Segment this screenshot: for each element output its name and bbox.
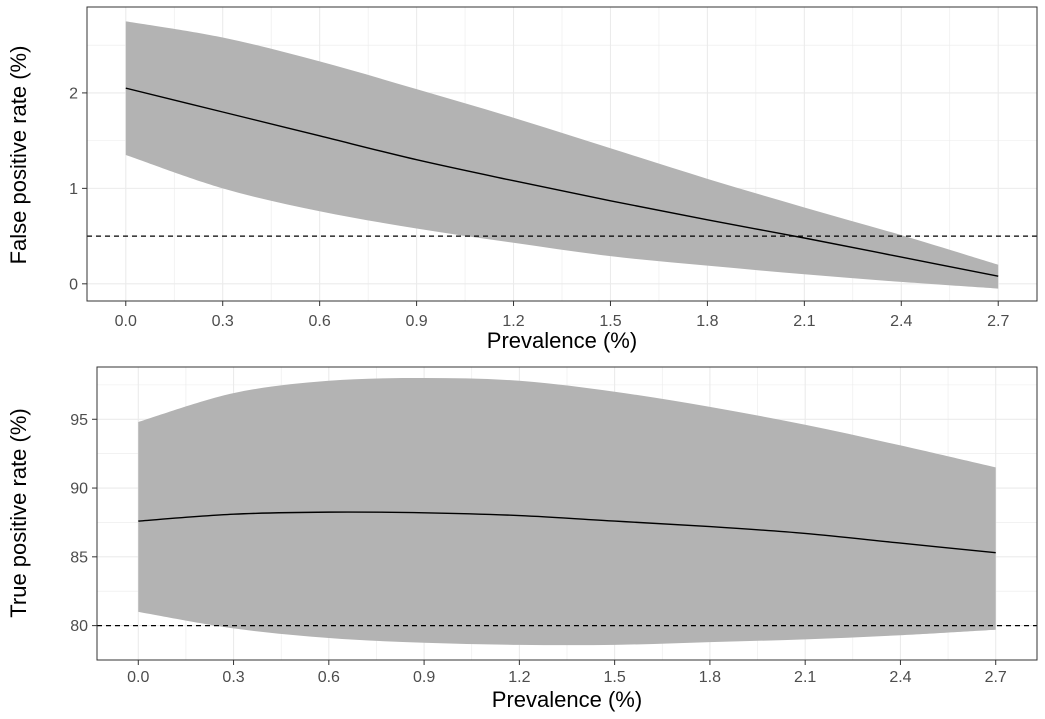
x-tick-label: 2.7 <box>985 669 1007 686</box>
panel-false-positive-rate: 0.0 0.3 0.6 0.9 1.2 1.5 1.8 2.1 2.4 2.7 0 1 2 Prevale… <box>6 6 1038 353</box>
x-tick-label: 0.6 <box>309 313 331 330</box>
x-tick-label: 1.8 <box>696 313 718 330</box>
y-tick-label: 95 <box>70 412 88 429</box>
x-tick-label: 2.1 <box>794 669 816 686</box>
x-tick-label: 0.0 <box>115 313 137 330</box>
y-tick-label: 1 <box>69 181 78 198</box>
x-axis-title: Prevalence (%) <box>487 328 637 353</box>
confidence-band <box>138 378 996 646</box>
y-axis-title: False positive rate (%) <box>6 46 31 265</box>
x-tick-label: 0.6 <box>318 669 340 686</box>
x-tick-label: 1.2 <box>508 669 530 686</box>
x-tick-label: 1.2 <box>502 313 524 330</box>
x-tick-label: 0.9 <box>413 669 435 686</box>
x-tick-label: 0.0 <box>127 669 149 686</box>
x-tick-label: 0.3 <box>222 669 244 686</box>
panel-border <box>86 6 1038 302</box>
x-tick-label: 1.5 <box>599 313 621 330</box>
y-tick-label: 80 <box>70 618 88 635</box>
x-tick-label: 0.3 <box>212 313 234 330</box>
x-tick-label: 2.4 <box>889 669 911 686</box>
y-axis: 0 1 2 <box>69 85 87 293</box>
y-tick-label: 0 <box>69 276 78 293</box>
estimate-line <box>125 87 999 277</box>
x-tick-label: 0.9 <box>405 313 427 330</box>
y-tick-label: 90 <box>70 481 88 498</box>
confidence-band <box>125 21 999 289</box>
x-tick-label: 1.8 <box>699 669 721 686</box>
y-tick-label: 2 <box>69 85 78 102</box>
panel-true-positive-rate: 0.0 0.3 0.6 0.9 1.2 1.5 1.8 2.1 2.4 2.7 80 85 90 95 Pr… <box>6 366 1038 712</box>
x-tick-label: 2.7 <box>987 313 1009 330</box>
y-axis-title: True positive rate (%) <box>6 408 31 617</box>
x-axis: 0.0 0.3 0.6 0.9 1.2 1.5 1.8 2.1 2.4 2.7 <box>115 301 1009 330</box>
x-axis-title: Prevalence (%) <box>492 687 642 712</box>
y-axis: 80 85 90 95 <box>70 412 97 635</box>
y-tick-label: 85 <box>70 549 88 566</box>
x-tick-label: 2.1 <box>793 313 815 330</box>
x-axis: 0.0 0.3 0.6 0.9 1.2 1.5 1.8 2.1 2.4 2.7 <box>127 660 1007 686</box>
x-tick-label: 1.5 <box>604 669 626 686</box>
panel-border <box>96 366 1038 661</box>
estimate-line <box>138 511 996 554</box>
x-tick-label: 2.4 <box>890 313 912 330</box>
